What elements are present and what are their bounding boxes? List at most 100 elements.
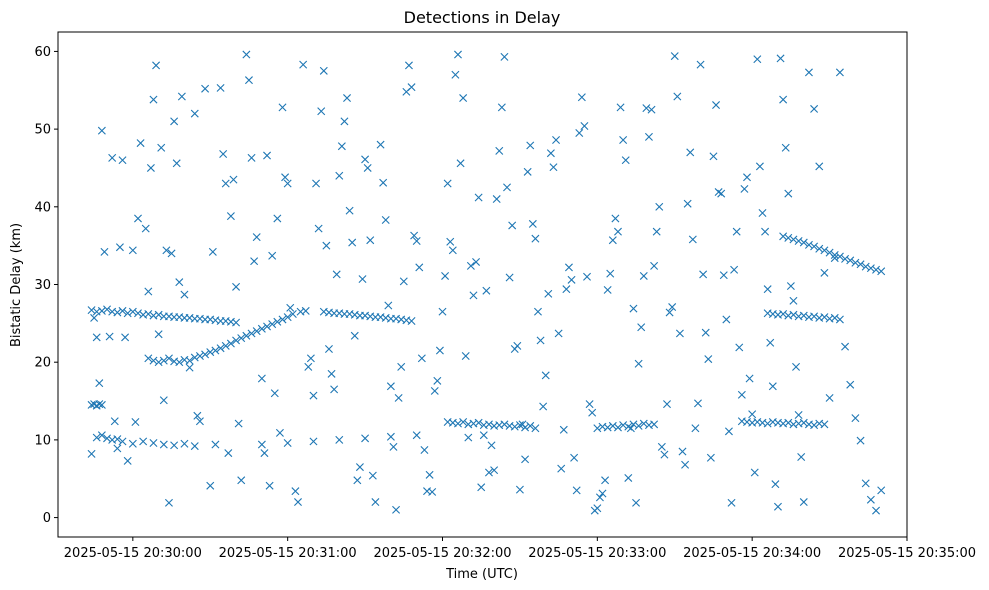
data-point [286, 303, 295, 312]
data-point [87, 449, 96, 458]
data-point [701, 328, 710, 337]
data-point [294, 498, 302, 507]
data-point [539, 402, 548, 411]
data-point [799, 498, 808, 507]
data-point [820, 246, 829, 255]
data-point [265, 481, 274, 490]
data-point [185, 363, 194, 372]
data-point [629, 420, 638, 429]
data-point [190, 442, 199, 451]
data-point [518, 420, 527, 429]
data-point [242, 50, 251, 59]
data-point [306, 354, 315, 363]
data-point [100, 247, 109, 256]
data-point [544, 289, 553, 298]
data-point [776, 54, 785, 63]
data-point [810, 312, 819, 321]
data-point [789, 310, 798, 319]
data-point [206, 481, 215, 490]
data-point [201, 84, 210, 93]
data-point [268, 251, 277, 260]
data-point [872, 265, 881, 274]
data-point [479, 431, 488, 440]
x-tick-label: 2025-05-15 20:33:00 [528, 546, 666, 561]
data-point [226, 212, 235, 221]
data-point [717, 189, 726, 198]
data-point [784, 418, 793, 427]
data-point [250, 257, 259, 266]
data-point [211, 440, 220, 449]
data-point [283, 439, 292, 447]
data-point [128, 439, 137, 448]
data-point [185, 356, 194, 365]
data-point [779, 310, 788, 319]
data-point [466, 261, 475, 270]
data-point [152, 61, 161, 70]
data-point [278, 103, 287, 112]
data-point [789, 235, 798, 244]
data-point [613, 423, 622, 432]
data-point [624, 473, 633, 482]
data-point [180, 290, 189, 299]
data-point [804, 68, 813, 77]
data-point [368, 471, 377, 480]
data-point [97, 306, 106, 315]
data-point [513, 341, 522, 350]
data-point [866, 264, 875, 273]
data-point [603, 423, 612, 432]
data-point [381, 216, 390, 225]
data-point [340, 117, 349, 126]
data-point [332, 270, 341, 279]
data-point [459, 94, 468, 103]
data-point [363, 163, 372, 172]
data-point [856, 260, 865, 269]
data-point [216, 83, 225, 92]
data-point [595, 493, 604, 502]
data-point [621, 156, 630, 165]
data-point [159, 356, 168, 365]
data-point [815, 162, 824, 171]
data-point [299, 60, 308, 69]
x-tick-label: 2025-05-15 20:35:00 [838, 546, 976, 561]
data-point [273, 317, 282, 326]
data-point [704, 355, 713, 364]
data-point [712, 101, 721, 110]
data-point [456, 159, 465, 168]
y-tick-label: 20 [34, 356, 51, 371]
data-point [577, 93, 586, 102]
plot-area [57, 31, 908, 538]
data-point [784, 189, 793, 198]
data-point [554, 329, 563, 338]
data-point [877, 267, 886, 276]
data-point [650, 261, 659, 270]
data-point [273, 214, 282, 223]
data-point [172, 159, 181, 168]
data-point [324, 344, 333, 353]
data-point [103, 434, 112, 443]
data-point [275, 428, 284, 437]
data-point [799, 311, 808, 320]
data-point [856, 436, 865, 445]
data-point [149, 439, 158, 447]
data-point [655, 202, 664, 211]
data-point [804, 240, 813, 249]
data-point [820, 313, 829, 322]
data-point [115, 243, 124, 252]
x-tick-label: 2025-05-15 20:31:00 [219, 546, 357, 561]
data-point [528, 219, 537, 228]
data-point [877, 486, 886, 495]
data-point [353, 476, 362, 485]
data-point [872, 506, 881, 515]
data-point [283, 313, 292, 322]
data-point [97, 431, 106, 440]
data-point [562, 285, 571, 294]
data-point [810, 421, 819, 430]
data-point [312, 179, 321, 188]
data-point [835, 252, 844, 261]
data-point [598, 489, 607, 498]
data-point [170, 441, 179, 450]
data-point [337, 142, 346, 151]
data-point [830, 250, 839, 259]
data-point [195, 417, 204, 426]
data-point [492, 195, 501, 204]
